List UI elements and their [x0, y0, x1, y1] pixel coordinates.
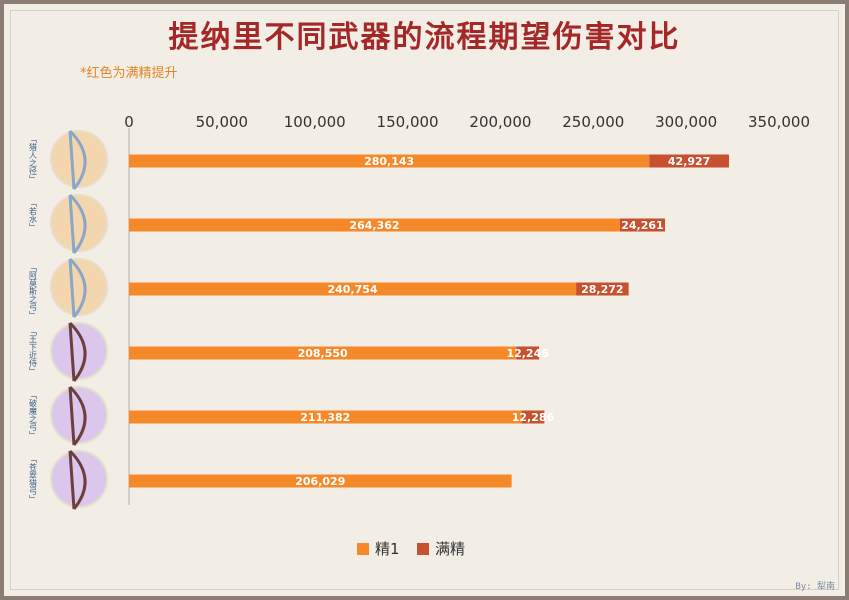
legend-label-refine: 满精: [435, 540, 465, 558]
bar-refine-label: 28,272: [581, 283, 623, 296]
bar-base: [129, 218, 620, 232]
category-label: 「王下近侍」: [29, 327, 38, 375]
bar-refine-label: 12,246: [506, 347, 549, 360]
bow-icon: [68, 257, 87, 318]
bow-icon: [68, 321, 87, 382]
legend-label-base: 精1: [375, 540, 400, 558]
weapon-icon-bg: [50, 130, 108, 188]
bar-base-label: 208,550: [298, 347, 348, 360]
x-tick-label: 50,000: [196, 113, 249, 131]
category-label: 「破魔之弓」: [29, 391, 38, 439]
bar-base-label: 264,362: [349, 219, 399, 232]
bar-base: [129, 346, 517, 360]
weapon-icon-bg: [50, 450, 108, 508]
frame-inner-border: [10, 10, 839, 590]
credit-text: By: 犁南: [795, 582, 835, 592]
bar-refine-label: 24,261: [621, 219, 663, 232]
category-label: 「苍翠猎弓」: [29, 455, 38, 503]
bow-icon: [68, 385, 87, 446]
weapon-icon-bg: [50, 258, 108, 316]
bow-icon: [68, 449, 87, 510]
x-tick-label: 350,000: [748, 113, 810, 131]
legend-swatch-refine: [417, 543, 429, 555]
chart-title: 提纳里不同武器的流程期望伤害对比: [168, 20, 681, 55]
bow-icon: [68, 129, 87, 190]
bar-refine: [521, 410, 545, 424]
category-label: 「猎人之径」: [29, 135, 38, 183]
x-tick-label: 250,000: [562, 113, 624, 131]
x-tick-label: 300,000: [655, 113, 717, 131]
bar-base: [129, 410, 522, 424]
bar-refine-label: 12,286: [512, 411, 555, 424]
weapon-icon-bg: [50, 194, 108, 252]
category-label: 「阿莫斯之弓」: [29, 263, 38, 319]
bar-refine: [576, 282, 629, 296]
bar-base-label: 206,029: [295, 475, 345, 488]
bar-base: [129, 154, 650, 168]
x-tick-label: 150,000: [377, 113, 439, 131]
bar-refine-label: 42,927: [668, 155, 710, 168]
chart-subtitle: *红色为满精提升: [80, 66, 178, 81]
bar-base: [129, 282, 577, 296]
category-label: 「若水」: [29, 199, 38, 231]
bow-icon: [68, 193, 87, 254]
bar-base-label: 280,143: [364, 155, 414, 168]
bar-base: [129, 474, 512, 488]
bar-refine: [649, 154, 729, 168]
weapon-icon-bg: [50, 322, 108, 380]
x-tick-label: 100,000: [284, 113, 346, 131]
bar-base-label: 211,382: [300, 411, 350, 424]
bar-refine: [619, 218, 666, 232]
weapon-icon-bg: [50, 386, 108, 444]
x-tick-label: 200,000: [469, 113, 531, 131]
bar-base-label: 240,754: [328, 283, 378, 296]
x-tick-label: 0: [124, 113, 134, 131]
bar-refine: [516, 346, 540, 360]
legend-swatch-base: [357, 543, 369, 555]
